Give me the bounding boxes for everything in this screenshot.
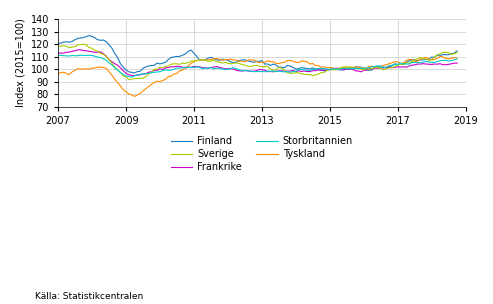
Frankrike bbox=[182, 66, 188, 70]
Line: Frankrike: Frankrike bbox=[58, 50, 457, 76]
Tyskland bbox=[454, 56, 460, 60]
Sverige bbox=[55, 44, 61, 48]
Sverige bbox=[126, 78, 132, 81]
Tyskland bbox=[437, 55, 443, 58]
Sverige bbox=[321, 71, 327, 74]
Storbritannien bbox=[321, 67, 327, 71]
Tyskland bbox=[412, 60, 418, 63]
Sverige bbox=[313, 73, 318, 77]
Frankrike bbox=[55, 51, 61, 55]
Storbritannien bbox=[55, 54, 61, 57]
Sverige bbox=[80, 43, 86, 46]
Frankrike bbox=[321, 68, 327, 72]
Finland bbox=[132, 71, 138, 75]
Y-axis label: Index (2015=100): Index (2015=100) bbox=[15, 19, 25, 107]
Finland bbox=[415, 59, 421, 63]
Storbritannien bbox=[182, 65, 188, 69]
Finland bbox=[270, 62, 276, 66]
Tyskland bbox=[55, 72, 61, 76]
Legend: Finland, Sverige, Frankrike, Storbritannien, Tyskland: Finland, Sverige, Frankrike, Storbritann… bbox=[171, 136, 353, 172]
Tyskland bbox=[310, 62, 316, 65]
Text: Källa: Statistikcentralen: Källa: Statistikcentralen bbox=[35, 292, 143, 301]
Frankrike bbox=[454, 61, 460, 65]
Finland bbox=[86, 34, 92, 37]
Frankrike bbox=[253, 69, 259, 73]
Frankrike bbox=[313, 69, 318, 72]
Tyskland bbox=[179, 68, 185, 72]
Line: Tyskland: Tyskland bbox=[58, 57, 457, 96]
Storbritannien bbox=[415, 61, 421, 64]
Tyskland bbox=[318, 65, 324, 69]
Finland bbox=[454, 49, 460, 53]
Line: Finland: Finland bbox=[58, 36, 457, 73]
Storbritannien bbox=[129, 75, 135, 79]
Finland bbox=[321, 69, 327, 73]
Finland bbox=[313, 67, 318, 71]
Sverige bbox=[270, 68, 276, 72]
Storbritannien bbox=[454, 57, 460, 61]
Line: Storbritannien: Storbritannien bbox=[58, 55, 457, 77]
Frankrike bbox=[415, 62, 421, 66]
Sverige bbox=[182, 61, 188, 65]
Storbritannien bbox=[253, 70, 259, 73]
Sverige bbox=[253, 64, 259, 67]
Line: Sverige: Sverige bbox=[58, 44, 457, 80]
Storbritannien bbox=[313, 67, 318, 71]
Tyskland bbox=[250, 58, 256, 62]
Sverige bbox=[454, 51, 460, 54]
Finland bbox=[182, 52, 188, 56]
Frankrike bbox=[132, 74, 138, 78]
Storbritannien bbox=[78, 54, 84, 57]
Finland bbox=[253, 60, 259, 63]
Tyskland bbox=[132, 95, 138, 98]
Tyskland bbox=[267, 60, 273, 64]
Storbritannien bbox=[270, 69, 276, 73]
Finland bbox=[55, 42, 61, 45]
Sverige bbox=[415, 57, 421, 60]
Frankrike bbox=[270, 70, 276, 74]
Frankrike bbox=[75, 48, 81, 52]
